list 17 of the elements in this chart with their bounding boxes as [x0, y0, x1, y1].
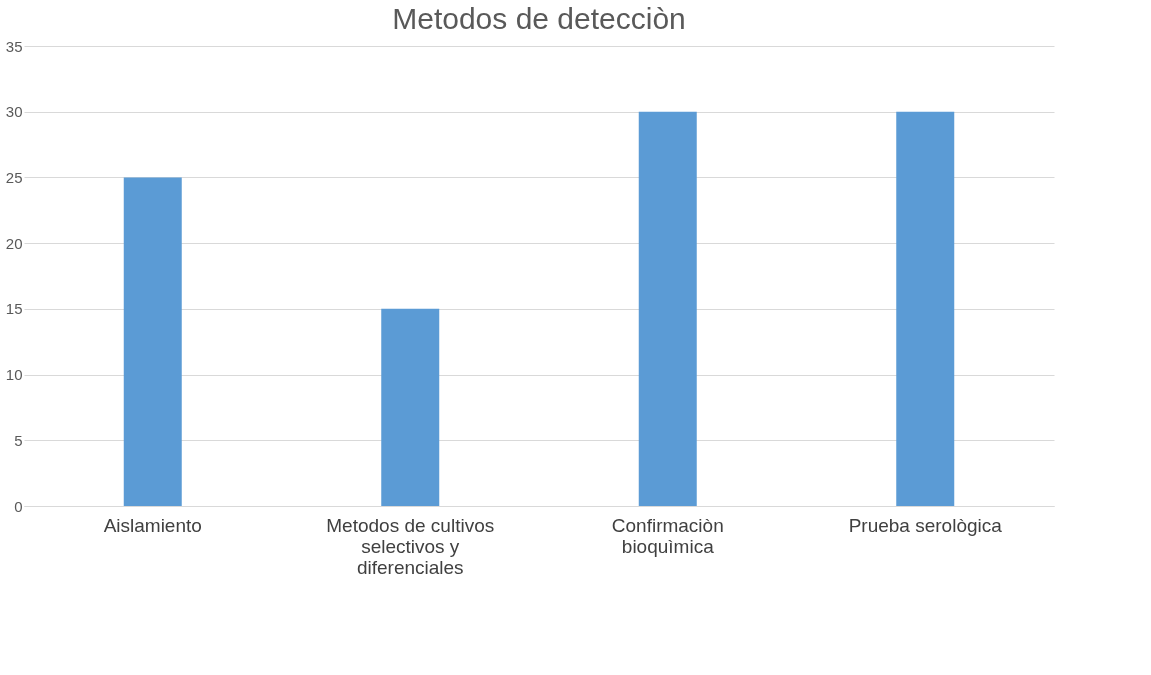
y-tick-label: 5: [14, 431, 23, 449]
y-tick-label: 20: [5, 234, 23, 252]
y-tick-label: 15: [5, 300, 23, 318]
y-tick-label: 10: [5, 366, 23, 384]
chart-title: Metodos de detecciòn: [392, 2, 686, 35]
x-tick-label: Metodos de cultivos selectivos y diferenciales: [326, 514, 495, 578]
bar: [638, 111, 697, 506]
bar: [896, 111, 955, 506]
bar: [123, 177, 182, 506]
bar: [381, 308, 440, 506]
x-tick-label: Prueba serològica: [848, 514, 1003, 536]
x-tick-label: Confirmaciòn bioquìmica: [611, 514, 724, 557]
y-tick-label: 25: [5, 168, 23, 186]
y-tick-label: 35: [5, 37, 23, 55]
x-tick-label: Aislamiento: [103, 514, 202, 536]
y-tick-label: 0: [14, 497, 23, 515]
y-tick-label: 30: [5, 103, 23, 121]
